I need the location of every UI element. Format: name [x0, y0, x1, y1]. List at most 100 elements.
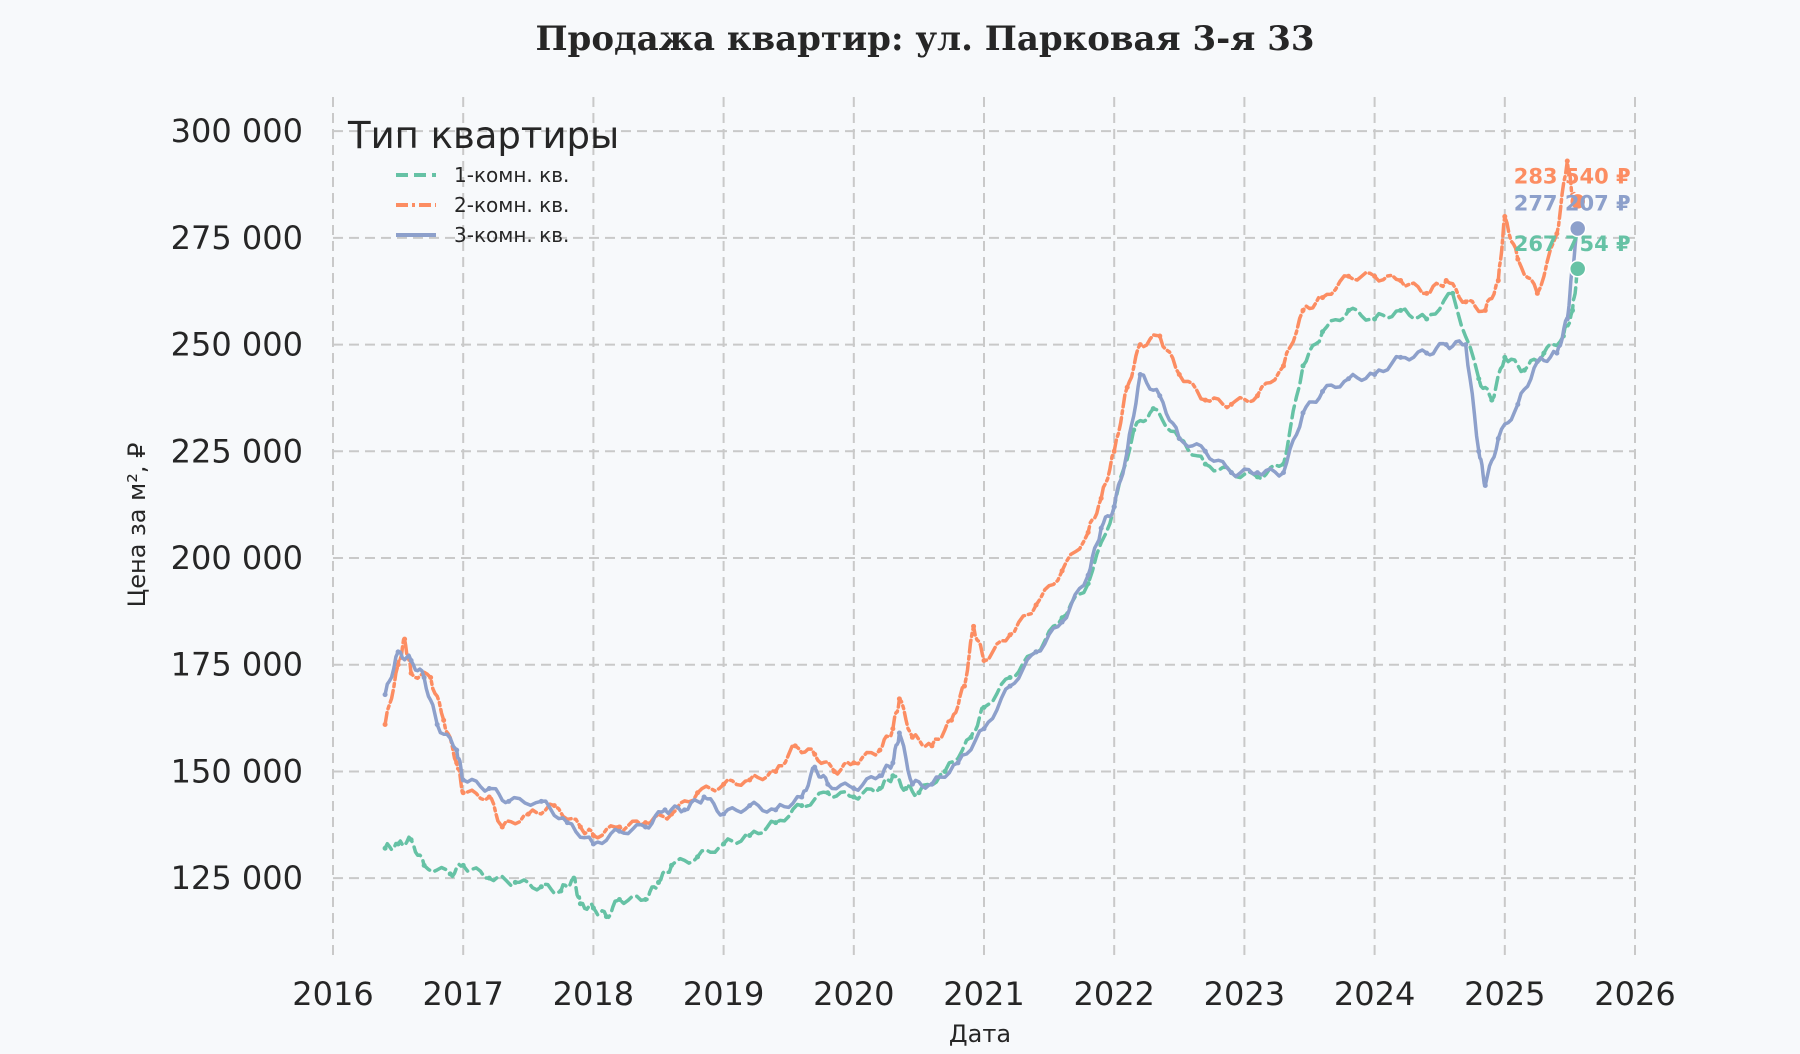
- series-2-point: [1137, 342, 1143, 348]
- series-1-point: [558, 888, 564, 894]
- series-2-point: [1228, 401, 1234, 407]
- series-3-point: [1443, 342, 1449, 348]
- series-1-point: [538, 884, 544, 890]
- series-2-point: [395, 662, 401, 668]
- series-1-point: [721, 841, 727, 847]
- series-1-point: [408, 837, 414, 843]
- series-1-point: [1372, 316, 1378, 322]
- series-3-point: [506, 798, 512, 804]
- series-3-point: [1372, 371, 1378, 377]
- end-point-3: [1568, 219, 1587, 238]
- legend-label-2: 2-комн. кв.: [454, 193, 569, 217]
- y-tick-label: 125 000: [171, 859, 303, 897]
- series-2-point: [948, 717, 954, 723]
- series-3-point: [1476, 448, 1482, 454]
- series-3-point: [1137, 371, 1143, 377]
- series-3-point: [408, 657, 414, 663]
- series-2-point: [1443, 278, 1449, 284]
- x-tick-label: 2024: [1334, 975, 1415, 1013]
- series-2-point: [1280, 363, 1286, 369]
- series-3-point: [909, 781, 915, 787]
- series-3-point: [1202, 448, 1208, 454]
- series-2-point: [408, 670, 414, 676]
- series-2-point: [1176, 371, 1182, 377]
- series-1-point: [571, 875, 577, 881]
- series-1-point: [460, 862, 466, 868]
- chart-title: Продажа квартир: ул. Парковая 3-я 33: [535, 19, 1314, 59]
- series-2-point: [877, 747, 883, 753]
- y-tick-label: 225 000: [171, 432, 303, 470]
- series-1-point: [1521, 367, 1527, 373]
- x-tick-label: 2019: [683, 975, 764, 1013]
- plot-area: [333, 97, 1635, 955]
- y-axis-label: Цена за м², ₽: [123, 443, 151, 608]
- series-1-point: [773, 820, 779, 826]
- series-3-point: [1424, 350, 1430, 356]
- x-tick-label: 2018: [553, 975, 634, 1013]
- series-2-point: [1033, 602, 1039, 608]
- series-1-point: [1007, 675, 1013, 681]
- series-2-point: [1111, 448, 1117, 454]
- series-1-point: [590, 905, 596, 911]
- x-tick-label: 2016: [292, 975, 373, 1013]
- series-3-point: [1033, 649, 1039, 655]
- series-3-point: [825, 781, 831, 787]
- series-3-point: [486, 786, 492, 792]
- series-3-point: [1059, 619, 1065, 625]
- series-3-point: [1007, 683, 1013, 689]
- series-1-point: [747, 832, 753, 838]
- y-tick-label: 250 000: [171, 326, 303, 364]
- series-3-point: [454, 747, 460, 753]
- x-axis-label: Дата: [949, 1020, 1011, 1048]
- y-tick-label: 175 000: [171, 646, 303, 684]
- series-2-point: [1202, 397, 1208, 403]
- series-3-point: [890, 760, 896, 766]
- y-tick-label: 200 000: [171, 539, 303, 577]
- series-3-point: [1320, 389, 1326, 395]
- series-3-point: [616, 828, 622, 834]
- series-1-point: [1541, 350, 1547, 356]
- series-2-point: [961, 683, 967, 689]
- series-1-point: [669, 862, 675, 868]
- series-3-point: [812, 764, 818, 770]
- series-1-point: [825, 790, 831, 796]
- series-2-point: [1320, 295, 1326, 301]
- series-3-point: [382, 692, 388, 698]
- x-tick-label: 2026: [1594, 975, 1675, 1013]
- series-3-point: [1495, 435, 1501, 441]
- series-2-point: [486, 794, 492, 800]
- series-2-point: [1564, 158, 1570, 164]
- series-1-point: [512, 879, 518, 885]
- series-3-point: [434, 721, 440, 727]
- end-point-1: [1568, 260, 1587, 278]
- series-3-point: [395, 649, 401, 655]
- legend-label-3: 3-комн. кв.: [454, 223, 569, 247]
- series-2-point: [428, 675, 434, 681]
- series-3-point: [721, 811, 727, 817]
- series-3-point: [929, 781, 935, 787]
- legend-entry-3: 3-комн. кв.: [396, 223, 569, 247]
- series-3-point: [1300, 410, 1306, 416]
- series-1-point: [603, 914, 609, 920]
- end-value-label-3: 277 207 ₽: [1514, 191, 1631, 215]
- series-1-point: [656, 879, 661, 885]
- series-1-point: [1150, 406, 1156, 412]
- series-2-point: [577, 824, 583, 830]
- series-2-point: [1502, 214, 1508, 220]
- legend-label-1: 1-комн. кв.: [454, 163, 569, 187]
- series-3-point: [642, 824, 648, 830]
- y-tick-label: 300 000: [171, 112, 303, 150]
- series-2-point: [831, 768, 837, 774]
- series-1-point: [616, 897, 622, 903]
- series-2-point: [551, 803, 557, 809]
- series-3-point: [1515, 401, 1521, 407]
- series-1-point: [1502, 354, 1508, 360]
- series-1-point: [890, 773, 896, 779]
- series-3-point: [662, 807, 668, 813]
- series-1-point: [877, 786, 883, 792]
- x-tick-label: 2017: [422, 975, 503, 1013]
- legend-entry-2: 2-комн. кв.: [396, 193, 569, 217]
- series-3-point: [799, 794, 805, 800]
- series-3-point: [1564, 316, 1570, 322]
